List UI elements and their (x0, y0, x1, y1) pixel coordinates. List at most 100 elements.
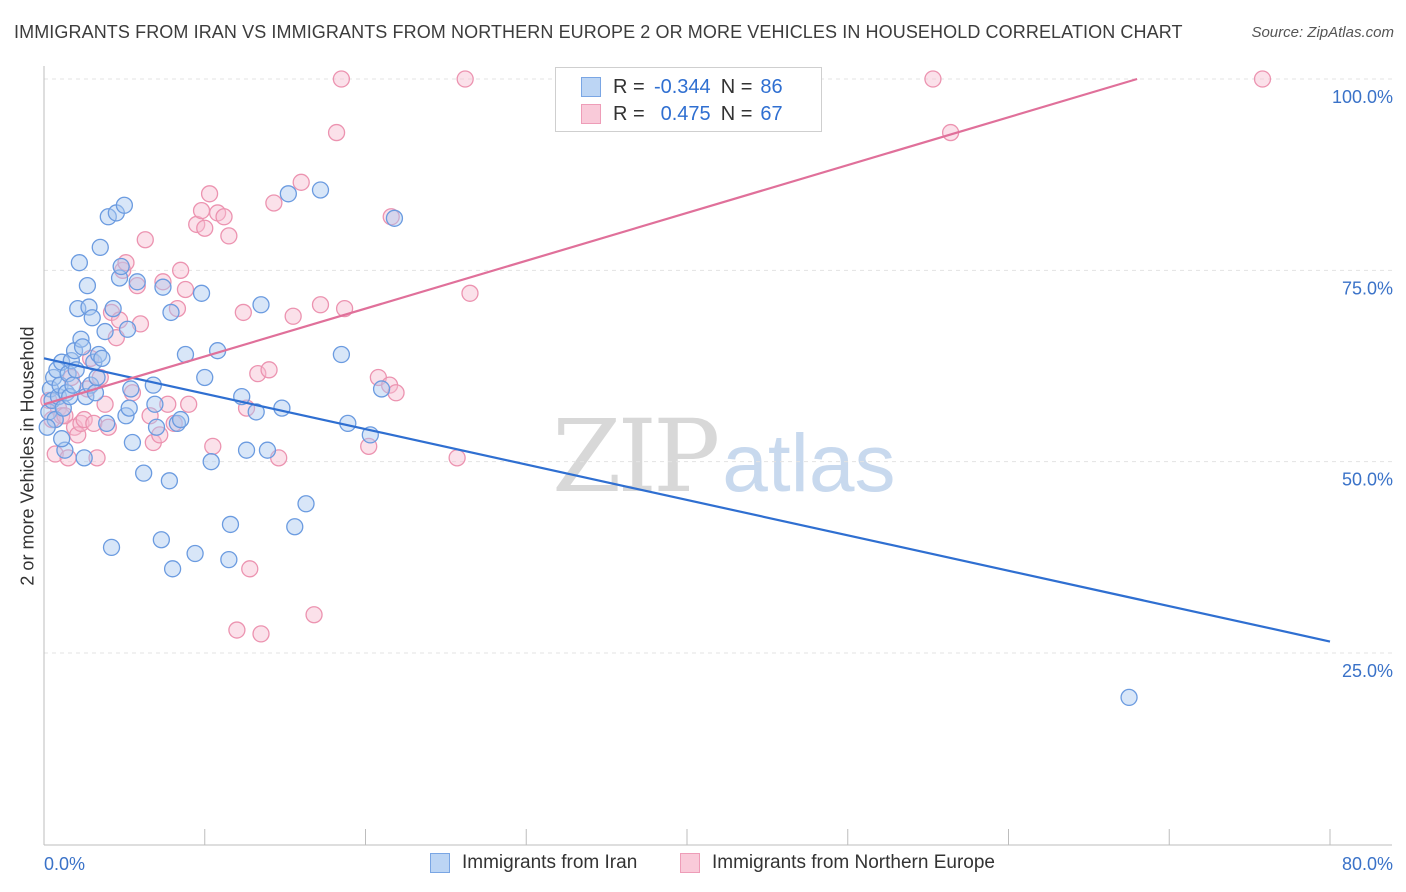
iran-point (171, 410, 190, 429)
northern-europe-point (265, 194, 283, 212)
iran-point (123, 433, 142, 452)
legend-r-label: R = (613, 75, 645, 98)
legend-row-northern-europe: R = 0.475 N = 67 (556, 101, 783, 127)
northern-europe-point (75, 410, 93, 429)
northern-europe-point (176, 280, 195, 299)
northern-europe-point (1253, 70, 1272, 88)
y-tick-label: 50.0% (1342, 470, 1393, 490)
iran-point (118, 320, 137, 338)
iran-point (144, 376, 162, 394)
iran-point (120, 399, 138, 417)
iran-point (154, 278, 172, 296)
iran-point (202, 453, 220, 471)
iran-point (279, 185, 297, 203)
legend-swatch-iran (581, 77, 601, 97)
iran-point (332, 345, 351, 364)
northern-europe-point (154, 273, 172, 291)
iran-point (220, 550, 238, 569)
iran-point (1120, 688, 1138, 707)
iran-trend-line (43, 357, 1331, 643)
iran-point (128, 273, 146, 291)
series-label-iran: Immigrants from Iran (462, 852, 638, 873)
iran-point (135, 464, 153, 482)
northern-europe-point (461, 284, 479, 302)
series-legend-northern-europe[interactable]: Immigrants from Northern Europe (680, 852, 995, 874)
y-tick-label: 100.0% (1332, 87, 1393, 107)
tick-labels: 100.0% 75.0% 50.0% 25.0% 0.0% 80.0% (44, 87, 1393, 874)
iran-point (53, 430, 71, 448)
iran-point (99, 208, 117, 226)
iran-point (273, 399, 291, 417)
x-tick-label-right: 80.0% (1342, 854, 1393, 874)
chart-title: IMMIGRANTS FROM IRAN VS IMMIGRANTS FROM … (14, 22, 1183, 42)
iran-point (372, 380, 391, 398)
iran-point (146, 395, 164, 413)
trend-lines (43, 77, 1331, 643)
northern-europe-points (40, 70, 1272, 643)
legend-r-label: R = (613, 102, 645, 125)
northern-europe-point (96, 395, 114, 413)
iran-point (122, 380, 140, 398)
iran-point (80, 298, 98, 316)
y-tick-label: 75.0% (1342, 278, 1393, 298)
iran-point (64, 376, 82, 394)
northern-europe-point (200, 185, 219, 203)
northern-europe-point (171, 261, 190, 279)
northern-europe-point (305, 606, 323, 624)
legend-r-value: -0.344 (653, 75, 711, 98)
watermark: ZIPatlas (552, 398, 896, 515)
legend-swatch-northern-europe (581, 104, 601, 124)
legend-n-value: 67 (760, 102, 783, 125)
x-tick-label-left: 0.0% (44, 854, 85, 874)
northern-europe-point (234, 303, 252, 322)
iran-point (196, 368, 214, 387)
iran-point (115, 196, 134, 214)
northern-europe-point (88, 449, 106, 467)
iran-point (102, 538, 121, 557)
northern-europe-point (196, 219, 214, 237)
y-axis-label: 2 or more Vehicles in Household (17, 326, 38, 586)
iran-point (286, 518, 304, 536)
northern-europe-point (456, 70, 474, 88)
northern-europe-point (448, 449, 466, 467)
iran-point (73, 338, 92, 356)
series-swatch-northern-europe (680, 853, 700, 873)
legend-row-iran: R = -0.344 N = 86 (556, 74, 783, 100)
northern-europe-point (292, 173, 310, 191)
y-tick-label: 25.0% (1342, 661, 1393, 681)
series-legend-iran[interactable]: Immigrants from Iran (430, 852, 637, 874)
northern-europe-point (180, 395, 198, 413)
iran-point (311, 181, 330, 199)
northern-europe-point (131, 315, 150, 333)
legend-r-value: 0.475 (660, 102, 711, 125)
northern-europe-trend-line (43, 77, 1138, 406)
northern-europe-point (249, 365, 267, 383)
northern-europe-point (215, 208, 233, 226)
iran-point (147, 418, 166, 436)
iran-point (252, 296, 270, 314)
series-swatch-iran (430, 853, 450, 873)
correlation-legend: R = -0.344 N = 86 R = 0.475 N = 67 (555, 67, 822, 132)
northern-europe-point (387, 384, 405, 402)
iran-point (112, 257, 130, 276)
northern-europe-point (260, 361, 278, 379)
iran-point (162, 303, 180, 322)
iran-point (83, 309, 101, 327)
northern-europe-point (220, 227, 238, 245)
iran-point (98, 414, 116, 433)
northern-europe-point (228, 621, 246, 639)
northern-europe-point (46, 445, 64, 463)
northern-europe-point (924, 70, 942, 88)
legend-n-label: N = (720, 75, 753, 98)
iran-point (91, 238, 109, 257)
iran-point (96, 322, 114, 341)
iran-point (152, 531, 170, 549)
iran-point (247, 403, 265, 421)
northern-europe-point (241, 560, 259, 578)
series-legend: Immigrants from Iran Immigrants from Nor… (0, 852, 1406, 878)
iran-point (38, 418, 56, 436)
iran-point (93, 349, 111, 367)
source-credit: Source: ZipAtlas.com (1251, 24, 1394, 41)
iran-point (70, 254, 89, 272)
iran-point (104, 299, 122, 318)
